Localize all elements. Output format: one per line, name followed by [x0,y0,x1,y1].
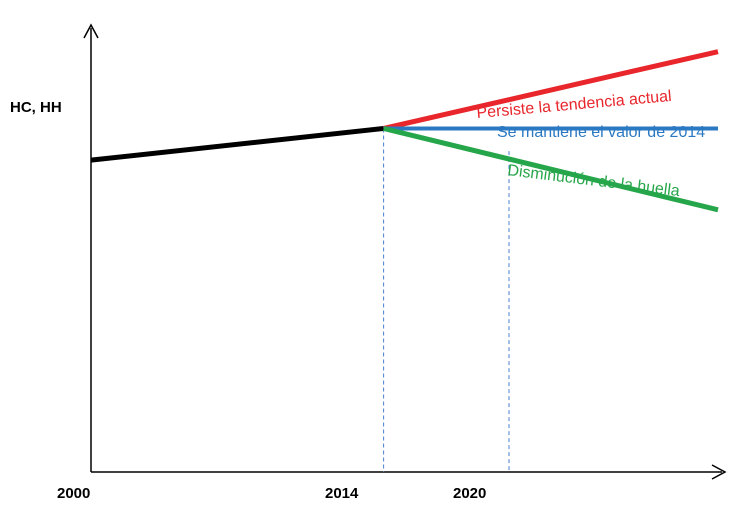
series-line-disminucion [383,126,719,213]
x-tick-label-2020: 2020 [453,485,486,502]
x-tick-label-2000: 2000 [57,485,90,502]
series-label-mantiene: Se mantiene el valor de 2014 [497,124,705,141]
series-label-disminucion: Disminución de la huella [507,162,681,200]
y-axis-label: HC, HH [10,99,62,116]
x-axis-arrow [711,464,727,480]
series-line-baseline [90,125,384,163]
y-axis-arrow [83,23,99,39]
x-tick-label-2014: 2014 [325,485,359,502]
series-line-persiste [383,49,719,131]
series-label-persiste: Persiste la tendencia actual [476,88,672,122]
